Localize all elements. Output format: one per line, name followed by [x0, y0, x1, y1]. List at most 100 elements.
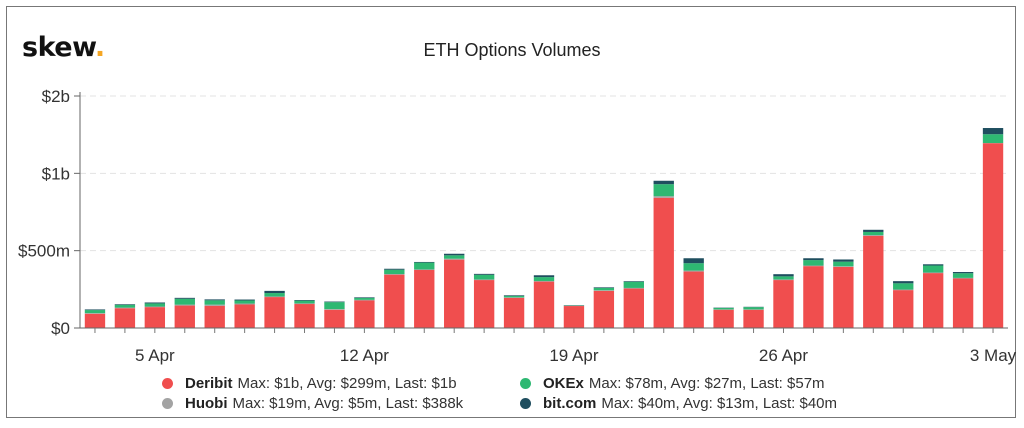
- bar-stack[interactable]: [982, 128, 1004, 328]
- bar-stack[interactable]: [84, 309, 106, 328]
- bar-bitcom: [593, 287, 615, 288]
- legend-stats-huobi: Max: $19m, Avg: $5m, Last: $388k: [232, 395, 464, 412]
- bar-huobi: [444, 258, 465, 260]
- bar-deribit: [623, 288, 644, 328]
- bar-stack[interactable]: [444, 253, 465, 328]
- bar-okex: [114, 304, 136, 308]
- bar-stack[interactable]: [803, 258, 824, 328]
- legend-item-okex[interactable]: OKEx Max: $78m, Avg: $27m, Last: $57m: [520, 375, 825, 392]
- bar-deribit: [294, 304, 315, 328]
- legend-item-huobi[interactable]: Huobi Max: $19m, Avg: $5m, Last: $388k: [162, 395, 463, 412]
- bar-bitcom: [414, 261, 435, 263]
- bar-bitcom: [174, 297, 195, 299]
- bar-deribit: [833, 266, 854, 328]
- bar-huobi: [863, 235, 884, 236]
- bar-stack[interactable]: [354, 297, 375, 328]
- bar-huobi: [384, 274, 405, 275]
- legend-name-huobi: Huobi: [185, 395, 228, 412]
- bar-okex: [683, 263, 704, 271]
- bar-bitcom: [84, 309, 106, 311]
- bar-stack[interactable]: [503, 295, 525, 328]
- bar-stack[interactable]: [623, 281, 644, 328]
- bar-stacks: [84, 128, 1004, 328]
- bar-deribit: [893, 290, 914, 328]
- x-axis: 5 Apr 12 Apr 19 Apr 26 Apr 3 May: [80, 327, 1017, 365]
- gridlines: [80, 95, 1008, 252]
- bar-huobi: [473, 279, 495, 281]
- bar-okex: [713, 307, 734, 310]
- bar-okex: [234, 300, 255, 304]
- bar-stack[interactable]: [324, 301, 345, 328]
- legend-dot-okex: [520, 378, 531, 389]
- bar-bitcom: [144, 302, 166, 304]
- bar-huobi: [773, 279, 794, 281]
- bar-huobi: [803, 265, 824, 267]
- bar-stack[interactable]: [683, 258, 704, 328]
- legend-stats-okex: Max: $78m, Avg: $27m, Last: $57m: [588, 375, 825, 392]
- bar-bitcom: [503, 295, 525, 296]
- bar-bitcom: [354, 297, 375, 298]
- bar-okex: [593, 287, 615, 291]
- bar-bitcom: [324, 301, 345, 303]
- bar-deribit: [84, 313, 106, 328]
- bar-deribit: [114, 308, 136, 328]
- bar-bitcom: [264, 290, 285, 294]
- bar-deribit: [473, 280, 495, 328]
- bar-deribit: [593, 290, 615, 328]
- bar-stack[interactable]: [294, 300, 315, 328]
- bar-bitcom: [533, 275, 555, 278]
- bar-stack[interactable]: [264, 290, 285, 328]
- bar-huobi: [174, 304, 195, 306]
- bar-stack[interactable]: [234, 299, 255, 328]
- bar-stack[interactable]: [144, 302, 166, 328]
- bar-stack[interactable]: [414, 261, 435, 328]
- bar-stack[interactable]: [773, 274, 794, 328]
- bar-stack[interactable]: [114, 304, 136, 328]
- bar-stack[interactable]: [922, 264, 944, 328]
- bar-okex: [144, 303, 166, 307]
- bar-deribit: [773, 280, 794, 328]
- bar-stack[interactable]: [384, 268, 405, 328]
- bar-stack[interactable]: [473, 273, 495, 328]
- bar-okex: [863, 231, 884, 236]
- x-tick-label: 12 Apr: [340, 346, 389, 365]
- bar-stack[interactable]: [743, 306, 764, 328]
- bar-bitcom: [982, 128, 1004, 135]
- bar-okex: [982, 134, 1004, 144]
- bar-stack[interactable]: [174, 297, 195, 328]
- bar-bitcom: [444, 253, 465, 256]
- bar-okex: [264, 293, 285, 297]
- chart-frame: [6, 6, 1016, 418]
- bar-deribit: [144, 307, 166, 328]
- legend-item-bitcom[interactable]: bit.com Max: $40m, Avg: $13m, Last: $40m: [520, 395, 837, 412]
- bar-stack[interactable]: [713, 307, 734, 328]
- bar-huobi: [653, 196, 674, 198]
- bar-stack[interactable]: [893, 281, 914, 328]
- skew-logo: skew.: [22, 32, 105, 63]
- y-tick-label: $2b: [42, 87, 70, 106]
- bar-okex: [743, 307, 764, 310]
- bar-stack[interactable]: [204, 299, 225, 328]
- bar-huobi: [144, 306, 166, 308]
- bar-bitcom: [473, 273, 495, 275]
- bar-stack[interactable]: [833, 259, 854, 328]
- bar-stack[interactable]: [952, 272, 974, 328]
- bar-bitcom: [803, 258, 824, 261]
- bar-huobi: [922, 272, 944, 274]
- bar-stack[interactable]: [863, 229, 884, 328]
- legend-item-deribit[interactable]: Deribit Max: $1b, Avg: $299m, Last: $1b: [162, 375, 457, 392]
- bar-deribit: [863, 235, 884, 328]
- bar-bitcom: [234, 299, 255, 301]
- bar-bitcom: [204, 299, 225, 301]
- bar-deribit: [503, 297, 525, 328]
- bar-bitcom: [833, 259, 854, 262]
- legend-name-bitcom: bit.com: [543, 395, 597, 412]
- bar-stack[interactable]: [593, 287, 615, 328]
- bar-stack[interactable]: [653, 180, 674, 328]
- bar-huobi: [204, 304, 225, 306]
- legend-stats-bitcom: Max: $40m, Avg: $13m, Last: $40m: [601, 395, 838, 412]
- bar-okex: [952, 273, 974, 278]
- bar-huobi: [114, 307, 136, 309]
- bar-stack[interactable]: [563, 305, 585, 328]
- bar-stack[interactable]: [533, 275, 555, 328]
